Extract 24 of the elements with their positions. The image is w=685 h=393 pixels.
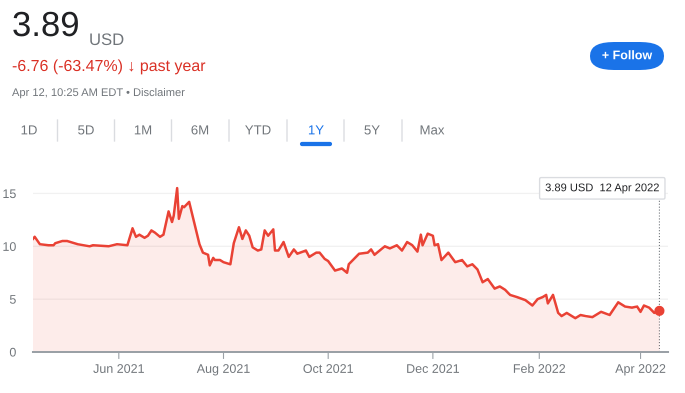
text: 6M — [192, 125, 208, 135]
y-tick-label: 0 — [10, 348, 16, 357]
text: 1Y — [308, 125, 324, 134]
chart-title: 3.89 — [13, 12, 78, 36]
x-tick-label: Dec 2021 — [407, 364, 460, 373]
text: + Follow — [602, 50, 652, 60]
text: 1D — [22, 125, 37, 134]
y-tick-label: 5 — [10, 295, 16, 304]
text: USD — [90, 33, 124, 46]
text: YTD — [245, 125, 271, 134]
text: Apr 12, 10:25 AM EDT • Disclaimer — [12, 88, 185, 98]
x-tick-label: Feb 2022 — [514, 364, 566, 373]
chart-subtitle: -6.76 (-63.47%) ↓ past year — [12, 59, 206, 74]
text: Max — [420, 125, 444, 135]
x-tick-label: Apr 2022 — [615, 364, 666, 376]
text: 5D — [78, 125, 94, 135]
y-tick-label: 10 — [3, 242, 16, 251]
text: 1M — [134, 125, 152, 134]
y-tick-label: 15 — [3, 189, 16, 198]
x-tick-label: Jun 2021 — [93, 364, 144, 373]
x-tick-label: Aug 2021 — [196, 364, 250, 376]
text: 5Y — [364, 125, 380, 135]
x-tick-label: Oct 2021 — [303, 364, 353, 373]
ref-line-label: 3.89 USD 12 Apr 2022 — [546, 183, 659, 194]
